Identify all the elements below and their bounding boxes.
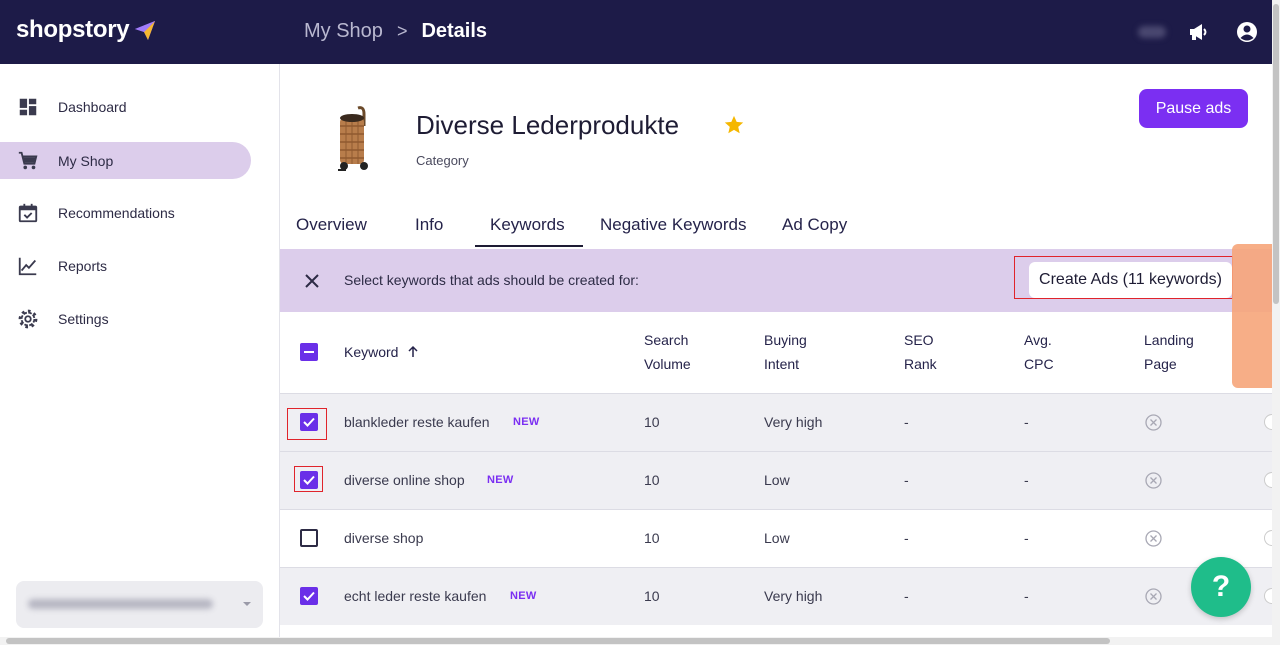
close-icon[interactable] — [303, 272, 321, 290]
no-landing-page-icon — [1145, 472, 1162, 489]
logo-text: shopstory — [16, 16, 130, 43]
no-landing-page-icon — [1145, 530, 1162, 547]
tab-ad-copy[interactable]: Ad Copy — [782, 215, 848, 234]
line-chart-icon — [18, 257, 37, 276]
sidebar-item-label: My Shop — [58, 153, 114, 169]
feedback-side-tab[interactable] — [1232, 244, 1272, 388]
sidebar-item-label: Reports — [58, 258, 108, 274]
search-volume-cell: 10 — [644, 588, 660, 604]
keyword-cell: diverse online shop — [344, 472, 465, 488]
search-volume-cell: 10 — [644, 414, 660, 430]
vertical-scrollbar[interactable] — [1272, 0, 1280, 645]
sidebar: Dashboard My Shop Recommendations Report… — [0, 64, 280, 645]
sidebar-item-my-shop[interactable]: My Shop — [0, 142, 251, 179]
shopping-cart-icon — [18, 151, 38, 170]
page-title: Diverse Lederprodukte — [416, 110, 680, 140]
horizontal-scrollbar-thumb[interactable] — [6, 638, 1110, 644]
buying-intent-cell: Low — [764, 472, 790, 488]
gear-icon — [18, 309, 38, 329]
buying-intent-cell: Very high — [764, 414, 823, 430]
seo-rank-cell: - — [904, 588, 909, 604]
logo[interactable]: shopstory — [16, 16, 157, 44]
avg-cpc-cell: - — [1024, 414, 1029, 430]
sort-arrow-up-icon — [408, 345, 418, 357]
keyword-cell: blankleder reste kaufen — [344, 414, 490, 430]
shop-selector[interactable] — [16, 581, 263, 628]
breadcrumb: My Shop > Details — [304, 20, 487, 43]
seo-rank-cell: - — [904, 530, 909, 546]
seo-rank-cell: - — [904, 472, 909, 488]
sidebar-item-dashboard[interactable]: Dashboard — [0, 88, 251, 125]
dashboard-icon — [19, 98, 37, 116]
table-row[interactable]: blankleder reste kaufen NEW 10 Very high… — [280, 393, 1272, 451]
sidebar-item-label: Recommendations — [58, 205, 175, 221]
keyword-cell: echt leder reste kaufen — [344, 588, 487, 604]
megaphone-icon[interactable] — [1187, 20, 1211, 44]
table-row[interactable]: echt leder reste kaufen NEW 10 Very high… — [280, 567, 1272, 625]
keyword-header-label: Keyword — [344, 344, 399, 360]
buying-intent-cell: Low — [764, 530, 790, 546]
search-volume-cell: 10 — [644, 530, 660, 546]
new-badge: NEW — [487, 474, 514, 486]
keyword-cell: diverse shop — [344, 530, 424, 546]
seo-rank-header[interactable]: SEO Rank — [904, 332, 937, 372]
new-badge: NEW — [510, 590, 537, 602]
calendar-check-icon — [18, 203, 38, 223]
breadcrumb-root[interactable]: My Shop — [304, 20, 383, 42]
selection-prompt: Select keywords that ads should be creat… — [344, 272, 639, 288]
sidebar-item-recommendations[interactable]: Recommendations — [0, 194, 251, 231]
horizontal-scrollbar[interactable] — [0, 637, 1272, 645]
top-bar: shopstory My Shop > Details — [0, 0, 1272, 64]
search-volume-cell: 10 — [644, 472, 660, 488]
table-row[interactable]: diverse online shop NEW 10 Low - - — [280, 451, 1272, 509]
sidebar-item-label: Settings — [58, 311, 109, 327]
account-circle-icon[interactable] — [1235, 20, 1259, 44]
buying-intent-cell: Very high — [764, 588, 823, 604]
tab-negative-keywords[interactable]: Negative Keywords — [600, 215, 747, 234]
table-row[interactable]: diverse shop 10 Low - - — [280, 509, 1272, 567]
create-ads-button[interactable]: Create Ads (11 keywords) — [1029, 262, 1232, 298]
avg-cpc-cell: - — [1024, 588, 1029, 604]
landing-page-header[interactable]: Landing Page — [1144, 332, 1194, 372]
row-checkbox[interactable] — [300, 529, 318, 547]
avg-cpc-cell: - — [1024, 472, 1029, 488]
row-checkbox[interactable] — [300, 413, 318, 431]
buying-intent-header[interactable]: Buying Intent — [764, 332, 807, 372]
search-volume-header[interactable]: Search Volume — [644, 332, 691, 372]
pause-ads-button[interactable]: Pause ads — [1139, 89, 1248, 128]
avg-cpc-header[interactable]: Avg. CPC — [1024, 332, 1054, 372]
sidebar-item-label: Dashboard — [58, 99, 127, 115]
seo-rank-cell: - — [904, 414, 909, 430]
page-subtitle: Category — [416, 153, 469, 168]
blurred-shop-name — [28, 599, 213, 609]
no-landing-page-icon — [1145, 588, 1162, 605]
product-image — [338, 106, 368, 171]
sidebar-item-settings[interactable]: Settings — [0, 300, 251, 337]
active-tab-indicator — [475, 245, 583, 247]
paper-plane-logo-icon — [135, 21, 156, 40]
row-checkbox[interactable] — [300, 471, 318, 489]
sidebar-item-reports[interactable]: Reports — [0, 247, 251, 284]
select-all-checkbox[interactable] — [300, 343, 318, 361]
tab-overview[interactable]: Overview — [296, 215, 367, 234]
row-checkbox[interactable] — [300, 587, 318, 605]
blurred-user-label — [1138, 26, 1166, 38]
tab-keywords[interactable]: Keywords — [490, 215, 565, 234]
breadcrumb-separator: > — [396, 21, 408, 41]
chevron-down-icon — [243, 602, 251, 606]
tab-info[interactable]: Info — [415, 215, 444, 234]
new-badge: NEW — [513, 416, 540, 428]
help-button[interactable]: ? — [1191, 557, 1251, 617]
avg-cpc-cell: - — [1024, 530, 1029, 546]
favorite-star-icon[interactable] — [723, 114, 745, 136]
vertical-scrollbar-thumb[interactable] — [1273, 4, 1279, 304]
keyword-column-header[interactable]: Keyword — [344, 340, 420, 364]
breadcrumb-current: Details — [421, 20, 488, 42]
no-landing-page-icon — [1145, 414, 1162, 431]
